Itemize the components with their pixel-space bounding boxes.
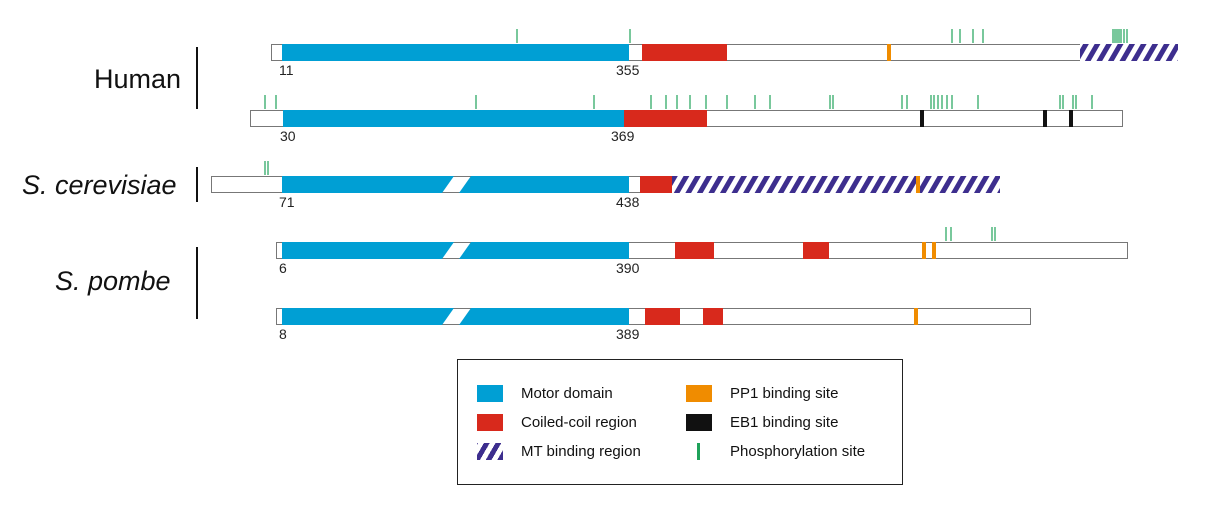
legend-label-motor: Motor domain	[521, 385, 613, 402]
protein-1-motor-start-label: 11	[279, 62, 294, 78]
protein-5-motor-domain-part2	[459, 308, 629, 325]
protein-2-motor-end-label: 369	[611, 128, 635, 144]
protein-4-motor-start-label: 6	[279, 260, 287, 276]
phos-swatch	[697, 443, 700, 460]
legend-item-coiled: Coiled-coil region	[477, 414, 637, 431]
protein-5-motor-start-label: 8	[279, 326, 287, 342]
legend-item-motor: Motor domain	[477, 385, 613, 402]
species-label-pombe: S. pombe	[55, 266, 171, 296]
legend-label-mt: MT binding region	[521, 443, 641, 460]
legend: Motor domain Coiled-coil region MT bindi…	[457, 359, 903, 485]
protein-1-motor-domain	[282, 44, 629, 61]
protein-4-motor-domain-part2	[459, 242, 629, 259]
legend-label-eb1: EB1 binding site	[730, 414, 839, 431]
protein-5-motor-end-label: 389	[616, 326, 640, 342]
protein-1-coiled-coil-1	[642, 44, 727, 61]
legend-item-eb1: EB1 binding site	[686, 414, 838, 431]
motor-swatch	[477, 385, 503, 402]
protein-1-motor-end-label: 355	[616, 62, 640, 78]
protein-5-coiled-coil-2	[703, 308, 723, 325]
protein-bars: 11 355 30 369 71 438 6 390 8 389	[211, 29, 1178, 342]
pp1-swatch	[686, 385, 712, 402]
protein-4-pp1-site-2	[932, 242, 936, 259]
protein-2-eb1-site-1	[920, 110, 924, 127]
protein-2-eb1-site-3	[1069, 110, 1073, 127]
protein-3-motor-domain-part1	[282, 176, 454, 193]
protein-3-motor-domain-part2	[459, 176, 629, 193]
protein-1-mt-binding-region	[1080, 44, 1178, 61]
legend-label-phos: Phosphorylation site	[730, 443, 866, 460]
protein-3-pp1-site-1	[916, 176, 920, 193]
legend-label-coiled: Coiled-coil region	[521, 414, 637, 431]
protein-2-motor-domain	[283, 110, 624, 127]
cerevisiae-bracket	[196, 167, 198, 202]
protein-4-coiled-coil-2	[803, 242, 829, 259]
protein-1-pp1-site-1	[887, 44, 891, 61]
protein-4-coiled-coil-1	[675, 242, 714, 259]
coiled-swatch	[477, 414, 503, 431]
species-label-human: Human	[94, 64, 182, 94]
protein-4-pp1-site-1	[922, 242, 926, 259]
legend-item-phos: Phosphorylation site	[686, 443, 865, 460]
protein-2-motor-start-label: 30	[280, 128, 296, 144]
protein-4-motor-domain-part1	[282, 242, 454, 259]
legend-item-pp1: PP1 binding site	[686, 385, 838, 402]
protein-2-coiled-coil-1	[624, 110, 707, 127]
legend-label-pp1: PP1 binding site	[730, 385, 839, 402]
mt-swatch	[477, 443, 503, 460]
protein-2-eb1-site-2	[1043, 110, 1047, 127]
protein-3-mt-binding-region	[672, 176, 1000, 193]
species-label-cerevisiae: S. cerevisiae	[22, 170, 177, 200]
protein-3-motor-start-label: 71	[279, 194, 295, 210]
protein-3-coiled-coil-1	[640, 176, 672, 193]
protein-5-motor-domain-part1	[282, 308, 454, 325]
protein-5-pp1-site-1	[914, 308, 918, 325]
protein-4-motor-end-label: 390	[616, 260, 640, 276]
human-bracket	[196, 47, 198, 109]
eb1-swatch	[686, 414, 712, 431]
protein-5-coiled-coil-1	[645, 308, 680, 325]
pombe-bracket	[196, 247, 198, 319]
legend-item-mt: MT binding region	[477, 443, 641, 460]
protein-3-motor-end-label: 438	[616, 194, 640, 210]
